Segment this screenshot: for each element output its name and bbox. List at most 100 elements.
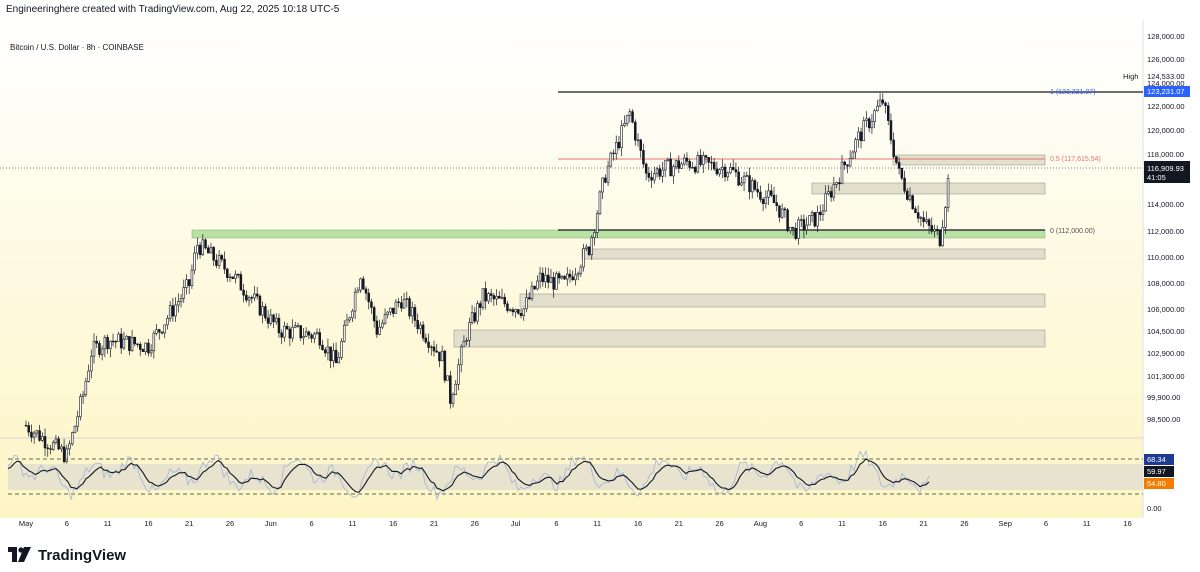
candle-body[interactable] xyxy=(889,120,893,141)
candle-body[interactable] xyxy=(285,325,289,330)
candle-body[interactable] xyxy=(193,252,196,271)
candle-body[interactable] xyxy=(846,164,849,167)
candle-body[interactable] xyxy=(729,167,732,174)
candle-body[interactable] xyxy=(334,350,338,364)
candle-body[interactable] xyxy=(196,244,199,254)
candle-body[interactable] xyxy=(351,310,354,319)
candle-body[interactable] xyxy=(737,171,740,186)
candle-body[interactable] xyxy=(299,325,302,339)
candle-body[interactable] xyxy=(772,194,776,204)
candle-body[interactable] xyxy=(307,331,311,336)
candle-body[interactable] xyxy=(568,273,572,278)
candle-body[interactable] xyxy=(304,331,308,337)
candle-body[interactable] xyxy=(62,446,66,462)
candle-body[interactable] xyxy=(38,430,41,441)
candle-body[interactable] xyxy=(258,295,262,316)
candle-body[interactable] xyxy=(236,273,240,276)
candle-body[interactable] xyxy=(128,336,131,351)
candle-body[interactable] xyxy=(136,343,139,345)
candle-body[interactable] xyxy=(310,334,313,339)
candle-body[interactable] xyxy=(914,208,917,213)
candle-body[interactable] xyxy=(24,425,28,427)
candle-body[interactable] xyxy=(46,447,50,449)
candle-body[interactable] xyxy=(865,118,868,121)
candle-body[interactable] xyxy=(857,131,860,140)
candle-body[interactable] xyxy=(68,443,71,450)
candle-body[interactable] xyxy=(443,350,447,381)
candle-body[interactable] xyxy=(468,322,471,341)
candle-body[interactable] xyxy=(688,161,691,168)
candle-body[interactable] xyxy=(696,154,700,173)
candle-body[interactable] xyxy=(462,340,466,348)
candle-body[interactable] xyxy=(54,438,58,443)
candle-body[interactable] xyxy=(691,167,694,169)
candle-body[interactable] xyxy=(536,280,539,290)
candle-body[interactable] xyxy=(280,332,283,338)
candle-body[interactable] xyxy=(481,288,485,308)
candle-body[interactable] xyxy=(935,229,939,232)
candle-body[interactable] xyxy=(402,299,406,309)
candle-body[interactable] xyxy=(579,266,583,274)
candle-body[interactable] xyxy=(941,227,944,247)
candle-body[interactable] xyxy=(217,255,221,266)
candle-body[interactable] xyxy=(555,273,558,290)
candle-body[interactable] xyxy=(794,227,798,239)
time-axis[interactable]: May 6 11 16 21 26 Jun 6 11 16 21 26 Jul 6 11 16 21 26 Aug 6… xyxy=(19,519,1132,528)
candle-body[interactable] xyxy=(454,383,458,395)
candle-body[interactable] xyxy=(302,336,305,339)
candle-body[interactable] xyxy=(789,226,792,232)
candle-body[interactable] xyxy=(821,210,825,215)
candle-body[interactable] xyxy=(824,193,827,212)
candle-body[interactable] xyxy=(585,246,588,249)
candle-body[interactable] xyxy=(606,165,610,183)
candle-body[interactable] xyxy=(778,205,781,218)
candle-body[interactable] xyxy=(171,305,175,317)
candle-body[interactable] xyxy=(313,333,316,339)
candle-body[interactable] xyxy=(261,306,264,316)
candle-body[interactable] xyxy=(840,161,844,185)
candle-body[interactable] xyxy=(231,276,234,279)
candle-body[interactable] xyxy=(685,157,689,162)
candle-body[interactable] xyxy=(533,285,536,290)
candle-body[interactable] xyxy=(827,191,830,194)
candle-body[interactable] xyxy=(742,175,746,184)
candle-body[interactable] xyxy=(775,202,778,207)
candle-body[interactable] xyxy=(168,305,172,319)
candle-body[interactable] xyxy=(111,340,115,343)
chart-area[interactable]: 1 (123,231.07) 0.5 (117,615.54) 0 (112,0… xyxy=(0,20,1200,537)
candle-body[interactable] xyxy=(201,239,205,256)
candle-body[interactable] xyxy=(81,394,85,397)
candle-body[interactable] xyxy=(60,446,63,450)
candle-body[interactable] xyxy=(574,274,577,281)
candle-body[interactable] xyxy=(669,158,672,177)
candle-body[interactable] xyxy=(329,346,332,362)
candle-body[interactable] xyxy=(432,346,436,352)
candle-body[interactable] xyxy=(704,155,708,158)
candle-body[interactable] xyxy=(166,318,169,326)
candle-body[interactable] xyxy=(92,340,96,357)
candle-body[interactable] xyxy=(514,309,517,313)
candle-body[interactable] xyxy=(650,177,653,181)
candle-body[interactable] xyxy=(938,230,942,247)
candle-body[interactable] xyxy=(419,324,422,330)
candle-body[interactable] xyxy=(353,291,357,312)
candle-body[interactable] xyxy=(734,169,738,173)
candle-body[interactable] xyxy=(473,312,477,322)
candle-body[interactable] xyxy=(922,217,925,222)
candle-body[interactable] xyxy=(362,278,365,290)
candle-body[interactable] xyxy=(816,211,819,227)
candle-body[interactable] xyxy=(187,279,191,286)
candle-body[interactable] xyxy=(109,340,112,349)
candle-body[interactable] xyxy=(149,350,153,354)
candle-body[interactable] xyxy=(666,158,670,162)
candle-body[interactable] xyxy=(881,99,885,104)
candle-body[interactable] xyxy=(919,217,923,219)
candle-body[interactable] xyxy=(394,301,398,314)
candle-body[interactable] xyxy=(628,111,632,116)
candle-body[interactable] xyxy=(546,274,550,283)
candle-body[interactable] xyxy=(642,150,645,165)
candle-body[interactable] xyxy=(408,298,411,317)
candle-body[interactable] xyxy=(498,295,501,299)
candle-body[interactable] xyxy=(438,351,441,362)
candle-body[interactable] xyxy=(226,268,229,278)
